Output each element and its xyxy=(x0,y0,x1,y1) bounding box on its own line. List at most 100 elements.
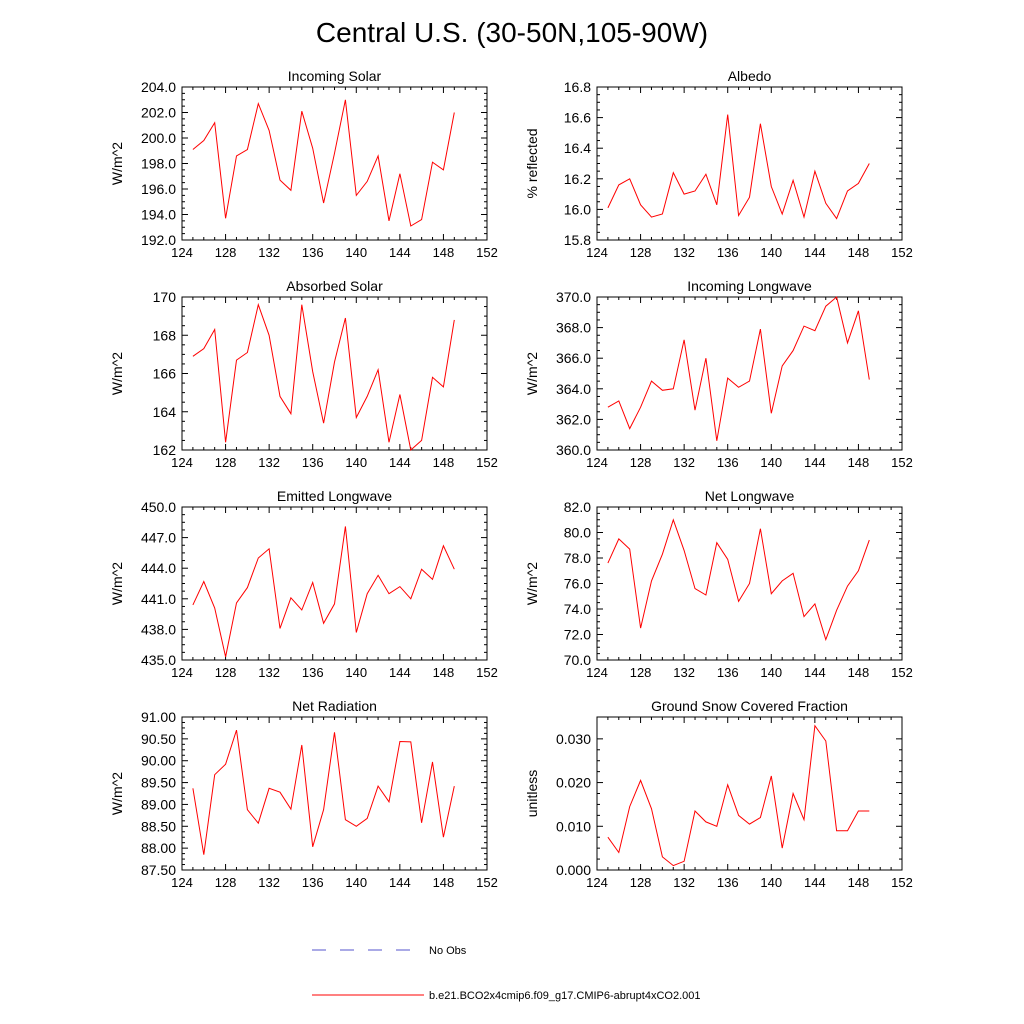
emitted-longwave-ylabel: W/m^2 xyxy=(109,562,125,605)
absorbed-solar-title: Absorbed Solar xyxy=(286,278,383,294)
panel-albedo: Albedo % reflected 124 128 132 136 140 144 148 15… xyxy=(524,68,913,260)
ground-snow-covered-fraction-xtick-label: 148 xyxy=(848,875,870,890)
net-radiation-xtick-label: 128 xyxy=(215,875,237,890)
incoming-longwave-xtick-label: 124 xyxy=(586,455,608,470)
incoming-longwave-series-line xyxy=(607,296,870,441)
net-longwave-series-line xyxy=(607,518,870,642)
panel-absorbed-solar: Absorbed Solar W/m^2 124 128 132 136 140 144 148… xyxy=(109,278,498,470)
incoming-solar-xtick-label: 136 xyxy=(302,245,324,260)
net-radiation-ytick-label: 87.50 xyxy=(141,862,176,878)
absorbed-solar-xtick-label: 144 xyxy=(389,455,411,470)
albedo-ylabel: % reflected xyxy=(524,128,540,198)
emitted-longwave-plot-frame xyxy=(181,506,488,661)
panel-incoming-longwave: Incoming Longwave W/m^2 124 128 132 136 140 144… xyxy=(524,278,913,470)
incoming-solar-ytick-label: 194.0 xyxy=(141,207,176,223)
albedo-ytick-label: 16.2 xyxy=(564,171,591,187)
albedo-plot-frame xyxy=(596,86,903,241)
emitted-longwave-ytick-label: 447.0 xyxy=(141,530,176,546)
albedo-xtick-label: 152 xyxy=(891,245,913,260)
net-radiation-xtick-label: 132 xyxy=(258,875,280,890)
absorbed-solar-ytick-label: 168 xyxy=(153,327,177,343)
incoming-solar-series-line xyxy=(192,99,455,227)
incoming-longwave-xtick-label: 136 xyxy=(717,455,739,470)
incoming-solar-plot-frame xyxy=(181,86,488,241)
net-longwave-ytick-label: 76.0 xyxy=(564,576,591,592)
emitted-longwave-title: Emitted Longwave xyxy=(277,488,392,504)
ground-snow-covered-fraction-ytick-label: 0.010 xyxy=(556,818,591,834)
emitted-longwave-xtick-label: 148 xyxy=(433,665,455,680)
net-longwave-ytick-label: 78.0 xyxy=(564,550,591,566)
incoming-solar-xtick-label: 140 xyxy=(345,245,367,260)
absorbed-solar-ytick-label: 166 xyxy=(153,366,177,382)
panel-net-radiation: Net Radiation W/m^2 124 128 132 136 140 144 148 1… xyxy=(109,698,498,890)
net-longwave-ytick-label: 82.0 xyxy=(564,499,591,515)
ground-snow-covered-fraction-series-line xyxy=(607,724,870,867)
emitted-longwave-xtick-label: 140 xyxy=(345,665,367,680)
albedo-series-line xyxy=(607,114,870,220)
incoming-solar-xtick-label: 148 xyxy=(433,245,455,260)
panels: Incoming Solar W/m^2 124 128 132 136 140 144 148… xyxy=(109,68,913,890)
ground-snow-covered-fraction-plot-frame xyxy=(596,716,903,871)
incoming-solar-ytick-label: 196.0 xyxy=(141,181,176,197)
albedo-xtick-label: 132 xyxy=(673,245,695,260)
net-longwave-ylabel: W/m^2 xyxy=(524,562,540,605)
albedo-ytick-label: 15.8 xyxy=(564,232,591,248)
incoming-longwave-xtick-label: 140 xyxy=(760,455,782,470)
ground-snow-covered-fraction-ylabel: unitless xyxy=(524,770,540,817)
net-longwave-xtick-label: 128 xyxy=(630,665,652,680)
emitted-longwave-xtick-label: 152 xyxy=(476,665,498,680)
incoming-longwave-ytick-label: 368.0 xyxy=(556,320,591,336)
albedo-xtick-label: 144 xyxy=(804,245,826,260)
incoming-longwave-ylabel: W/m^2 xyxy=(524,352,540,395)
albedo-xtick-label: 148 xyxy=(848,245,870,260)
net-radiation-xtick-label: 152 xyxy=(476,875,498,890)
incoming-solar-ytick-label: 202.0 xyxy=(141,105,176,121)
incoming-longwave-ytick-label: 366.0 xyxy=(556,350,591,366)
incoming-longwave-ytick-label: 360.0 xyxy=(556,442,591,458)
incoming-solar-xtick-label: 128 xyxy=(215,245,237,260)
emitted-longwave-xtick-label: 144 xyxy=(389,665,411,680)
emitted-longwave-ytick-label: 438.0 xyxy=(141,621,176,637)
absorbed-solar-series-line xyxy=(192,302,455,451)
emitted-longwave-xtick-label: 136 xyxy=(302,665,324,680)
incoming-longwave-xtick-label: 148 xyxy=(848,455,870,470)
incoming-longwave-ytick-label: 370.0 xyxy=(556,289,591,305)
emitted-longwave-xtick-label: 124 xyxy=(171,665,193,680)
ground-snow-covered-fraction-xtick-label: 124 xyxy=(586,875,608,890)
incoming-longwave-title: Incoming Longwave xyxy=(687,278,812,294)
absorbed-solar-xtick-label: 136 xyxy=(302,455,324,470)
incoming-longwave-ytick-label: 364.0 xyxy=(556,381,591,397)
absorbed-solar-ylabel: W/m^2 xyxy=(109,352,125,395)
net-radiation-ytick-label: 88.50 xyxy=(141,818,176,834)
absorbed-solar-ytick-label: 162 xyxy=(153,442,177,458)
ground-snow-covered-fraction-xtick-label: 140 xyxy=(760,875,782,890)
net-longwave-xtick-label: 148 xyxy=(848,665,870,680)
net-radiation-ytick-label: 90.50 xyxy=(141,731,176,747)
absorbed-solar-xtick-label: 148 xyxy=(433,455,455,470)
net-radiation-xtick-label: 124 xyxy=(171,875,193,890)
ground-snow-covered-fraction-xtick-label: 132 xyxy=(673,875,695,890)
net-longwave-ytick-label: 74.0 xyxy=(564,601,591,617)
net-longwave-ytick-label: 80.0 xyxy=(564,525,591,541)
incoming-solar-ylabel: W/m^2 xyxy=(109,142,125,185)
ground-snow-covered-fraction-xtick-label: 152 xyxy=(891,875,913,890)
net-longwave-xtick-label: 132 xyxy=(673,665,695,680)
net-radiation-ytick-label: 90.00 xyxy=(141,753,176,769)
absorbed-solar-xtick-label: 128 xyxy=(215,455,237,470)
incoming-solar-xtick-label: 152 xyxy=(476,245,498,260)
incoming-solar-xtick-label: 124 xyxy=(171,245,193,260)
albedo-title: Albedo xyxy=(728,68,772,84)
net-longwave-title: Net Longwave xyxy=(705,488,795,504)
panel-emitted-longwave: Emitted Longwave W/m^2 124 128 132 136 140 144 1… xyxy=(109,488,498,680)
net-radiation-ylabel: W/m^2 xyxy=(109,772,125,815)
absorbed-solar-ytick-label: 164 xyxy=(153,404,177,420)
net-radiation-ytick-label: 91.00 xyxy=(141,709,176,725)
incoming-longwave-xtick-label: 132 xyxy=(673,455,695,470)
panel-ground-snow-covered-fraction: Ground Snow Covered Fraction unitless 124 1… xyxy=(524,698,913,890)
albedo-ytick-label: 16.8 xyxy=(564,79,591,95)
absorbed-solar-ytick-label: 170 xyxy=(153,289,177,305)
incoming-solar-title: Incoming Solar xyxy=(288,68,382,84)
legend-obs-label: No Obs xyxy=(429,945,467,957)
panel-net-longwave: Net Longwave W/m^2 124 128 132 136 140 144 148 15… xyxy=(524,488,913,680)
